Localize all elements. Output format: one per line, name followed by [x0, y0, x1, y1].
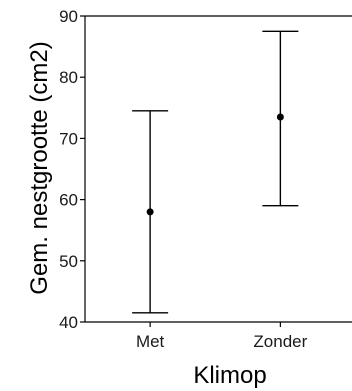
y-tick-label: 40	[59, 313, 78, 332]
x-ticks: Met Zonder	[136, 322, 308, 351]
y-tick-label: 80	[59, 68, 78, 87]
y-tick-label: 90	[59, 7, 78, 26]
y-tick-label: 70	[59, 129, 78, 148]
mean-point	[146, 208, 154, 216]
y-tick-label: 50	[59, 252, 78, 271]
y-axis-title: Gem. nestgrootte (cm2)	[26, 41, 53, 294]
y-tick-label: 60	[59, 191, 78, 210]
x-tick-label: Zonder	[253, 332, 307, 351]
data-marks	[132, 30, 299, 314]
y-ticks: 40 50 60 70 80 90	[59, 7, 85, 332]
axes	[84, 15, 352, 323]
x-tick-label: Met	[136, 332, 165, 351]
x-axis-title: Klimop	[193, 362, 266, 389]
mean-point	[276, 113, 284, 121]
